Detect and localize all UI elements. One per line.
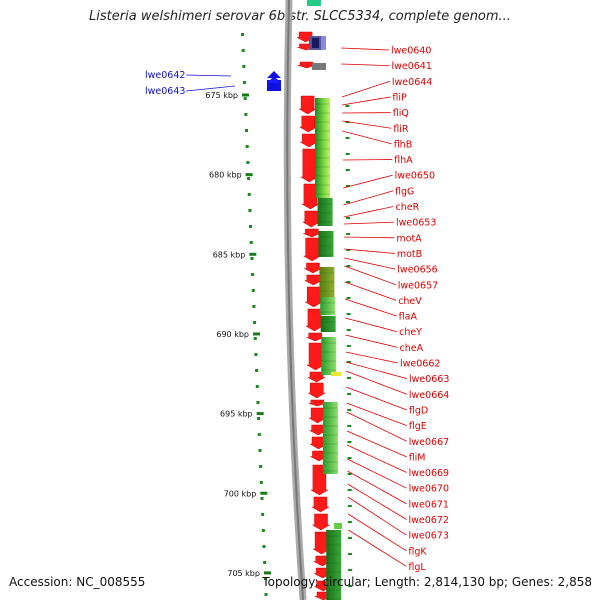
gene-label-cheR[interactable]: cheR bbox=[396, 202, 420, 213]
ruler-tick bbox=[249, 252, 257, 256]
gene-arrow[interactable] bbox=[306, 332, 324, 342]
gene-label-fliQ[interactable]: fliQ bbox=[393, 108, 409, 119]
gene-label-fliR[interactable]: fliR bbox=[393, 124, 409, 135]
gene-label-lwe0641[interactable]: lwe0641 bbox=[391, 61, 431, 72]
ruler-label: 675 kbp bbox=[205, 91, 238, 100]
backbone bbox=[283, 0, 307, 600]
gene-label-fliP[interactable]: fliP bbox=[392, 92, 407, 103]
gene-label-lwe0664[interactable]: lwe0664 bbox=[409, 390, 449, 401]
gene-label-cheV[interactable]: cheV bbox=[398, 296, 422, 307]
gene-label-flaA[interactable]: flaA bbox=[399, 312, 418, 323]
forward-genes[interactable] bbox=[296, 31, 333, 600]
right-gene-labels[interactable]: lwe0640 lwe0641 lwe0644 fliP fliQ fliR flhB flh… bbox=[391, 46, 449, 573]
reverse-genes[interactable] bbox=[267, 71, 281, 91]
gene-body-lwe0643[interactable] bbox=[267, 80, 281, 91]
gene-arrow[interactable] bbox=[304, 262, 322, 274]
gene-label-cheA[interactable]: cheA bbox=[400, 343, 424, 354]
ruler-label: 705 kbp bbox=[227, 569, 260, 578]
gene-label-lwe0669[interactable]: lwe0669 bbox=[409, 468, 449, 479]
gc-skew-dots bbox=[241, 33, 353, 596]
ruler-tick bbox=[263, 571, 271, 575]
gene-label-lwe0640[interactable]: lwe0640 bbox=[391, 46, 431, 57]
kbp-ruler: 675 kbp 680 kbp 685 kbp 690 kbp 695 kbp 700 k… bbox=[205, 91, 271, 578]
gene-label-lwe0667[interactable]: lwe0667 bbox=[409, 437, 449, 448]
gene-arrow[interactable] bbox=[311, 513, 331, 531]
gene-label-lwe0644[interactable]: lwe0644 bbox=[392, 77, 432, 88]
gene-label-flhB[interactable]: flhB bbox=[394, 139, 413, 150]
ruler-label: 680 kbp bbox=[209, 171, 242, 180]
gene-label-lwe0672[interactable]: lwe0672 bbox=[409, 515, 449, 526]
ruler-tick bbox=[245, 173, 253, 177]
gene-label-lwe0650[interactable]: lwe0650 bbox=[395, 171, 435, 182]
gene-arrow[interactable] bbox=[301, 210, 321, 228]
gene-label-lwe0670[interactable]: lwe0670 bbox=[409, 484, 449, 495]
gc-content-track bbox=[315, 98, 342, 600]
gene-label-flgG[interactable]: flgG bbox=[395, 186, 414, 197]
left-gene-labels[interactable]: lwe0642 lwe0643 bbox=[145, 70, 185, 97]
ruler-label: 695 kbp bbox=[220, 410, 253, 419]
gene-arrow[interactable] bbox=[303, 228, 321, 238]
gene-arrow[interactable] bbox=[299, 133, 319, 148]
gene-arrow[interactable] bbox=[297, 61, 316, 69]
gene-arrow[interactable] bbox=[311, 496, 330, 513]
gene-label-lwe0656[interactable]: lwe0656 bbox=[397, 265, 437, 276]
ruler-label: 690 kbp bbox=[216, 330, 249, 339]
gene-label-motA[interactable]: motA bbox=[396, 233, 422, 244]
gene-label-flhA[interactable]: flhA bbox=[394, 155, 413, 166]
gene-label-lwe0643[interactable]: lwe0643 bbox=[145, 86, 185, 97]
gene-label-lwe0671[interactable]: lwe0671 bbox=[409, 499, 449, 510]
gene-arrow[interactable] bbox=[304, 274, 322, 286]
gene-label-flgE[interactable]: flgE bbox=[409, 421, 427, 432]
gene-label-flgL[interactable]: flgL bbox=[408, 562, 426, 573]
gene-label-cheY[interactable]: cheY bbox=[399, 327, 422, 338]
ruler-tick bbox=[242, 93, 249, 97]
gene-label-motB[interactable]: motB bbox=[397, 249, 422, 260]
gene-label-lwe0662[interactable]: lwe0662 bbox=[400, 359, 440, 370]
gene-label-flgD[interactable]: flgD bbox=[409, 405, 428, 416]
gene-label-fliM[interactable]: fliM bbox=[409, 452, 426, 463]
map-title: Listeria welshimeri serovar 6b str. SLCC… bbox=[89, 9, 511, 24]
gene-arrow[interactable] bbox=[308, 399, 326, 407]
gene-label-lwe0642[interactable]: lwe0642 bbox=[145, 70, 185, 81]
gene-arrow[interactable] bbox=[302, 237, 322, 262]
gene-label-lwe0657[interactable]: lwe0657 bbox=[398, 280, 438, 291]
gene-label-lwe0653[interactable]: lwe0653 bbox=[396, 218, 436, 229]
gene-arrow[interactable] bbox=[307, 382, 327, 399]
gene-arrow-lwe0642[interactable] bbox=[267, 71, 281, 78]
gene-arrow[interactable] bbox=[298, 115, 318, 133]
top-features bbox=[307, 0, 326, 70]
gene-arrow[interactable] bbox=[298, 95, 318, 115]
topology-text: Topology: circular; Length: 2,814,130 bp… bbox=[262, 575, 592, 589]
gene-label-lwe0663[interactable]: lwe0663 bbox=[409, 374, 449, 385]
ruler-tick bbox=[256, 412, 264, 416]
gene-label-flgK[interactable]: flgK bbox=[408, 546, 427, 557]
label-leaders bbox=[185, 47, 408, 567]
ruler-tick bbox=[252, 332, 260, 336]
ruler-label: 700 kbp bbox=[224, 489, 257, 498]
gene-label-lwe0673[interactable]: lwe0673 bbox=[408, 531, 448, 542]
ruler-tick bbox=[260, 491, 268, 495]
accession-text: Accession: NC_008555 bbox=[9, 575, 146, 589]
ruler-label: 685 kbp bbox=[213, 250, 246, 259]
